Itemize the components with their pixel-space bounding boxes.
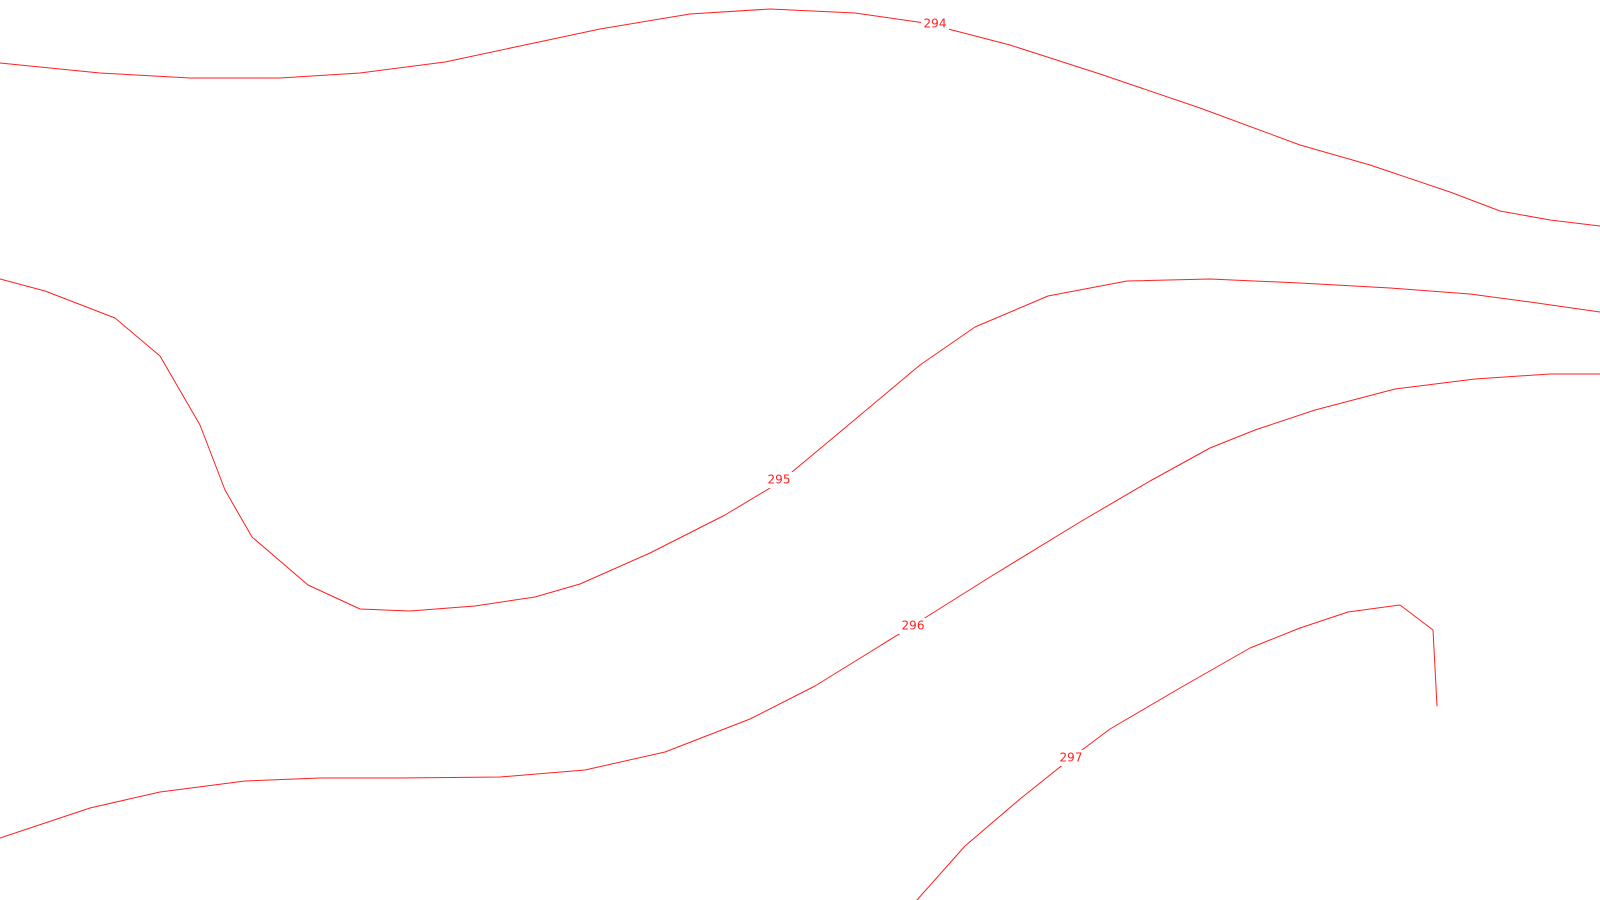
- contour-label-294: 294: [924, 17, 947, 31]
- label-gap-294: [921, 16, 949, 32]
- contour-line-296: [0, 373, 1600, 839]
- contour-295: 295: [0, 278, 1600, 612]
- label-gap-295: [765, 472, 793, 488]
- label-gap-297: [1057, 750, 1085, 766]
- contour-label-296: 296: [902, 619, 925, 633]
- label-gap-296: [899, 618, 927, 634]
- contour-label-295: 295: [768, 473, 791, 487]
- contour-line-297: [916, 604, 1438, 900]
- contour-label-297: 297: [1060, 751, 1083, 765]
- contour-296: 296: [0, 373, 1600, 839]
- contour-297: 297: [916, 604, 1438, 900]
- contour-line-294: [0, 8, 1600, 227]
- contour-line-295: [0, 278, 1600, 612]
- contour-294: 294: [0, 8, 1600, 227]
